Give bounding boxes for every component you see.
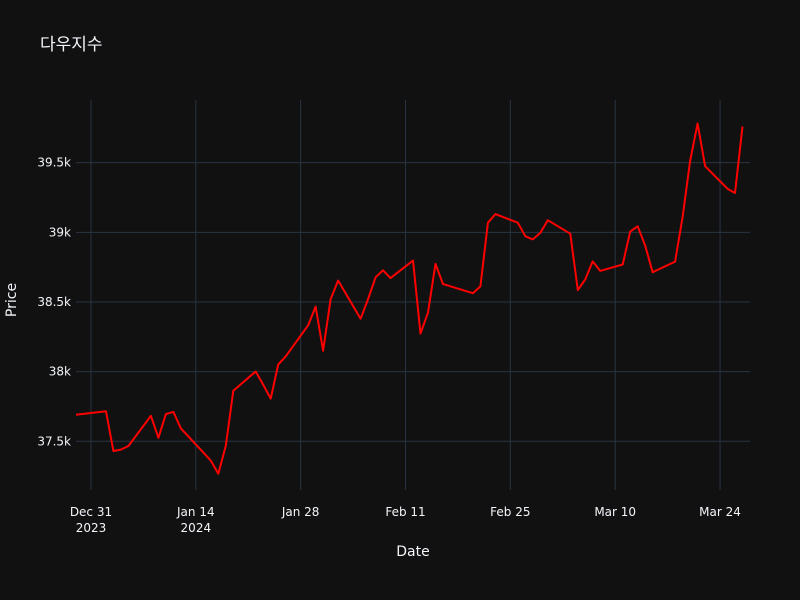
y-axis-label: Price [4,283,20,317]
x-tick-label: Mar 10 [594,505,636,519]
y-tick-label: 39.5k [37,156,71,170]
y-gridlines [76,162,750,442]
x-tick-label: 2023 [76,521,107,535]
y-tick-label: 38k [49,365,71,379]
x-tick-label: Feb 25 [490,505,530,519]
x-tick-label: Feb 11 [385,505,425,519]
x-tick-label: Jan 28 [281,505,320,519]
x-tick-label: Jan 14 [176,505,215,519]
y-tick-label: 37.5k [37,434,71,448]
x-axis-label: Date [396,544,429,560]
x-tick-label: Mar 24 [699,505,741,519]
price-series-line [75,122,744,475]
y-tick-label: 38.5k [37,295,71,309]
x-tick-label: 2024 [181,521,212,535]
x-tick-label: Dec 31 [70,505,112,519]
x-axis-ticks: Dec 31 2023 Jan 14 2024 Jan 28 Feb 11 Feb 25 Ma… [70,505,741,535]
y-tick-label: 39k [49,225,71,239]
y-axis-ticks: 37.5k 38k 38.5k 39k 39.5k [37,156,71,449]
chart-title: 다우지수 [40,35,103,55]
x-gridlines [90,100,721,490]
